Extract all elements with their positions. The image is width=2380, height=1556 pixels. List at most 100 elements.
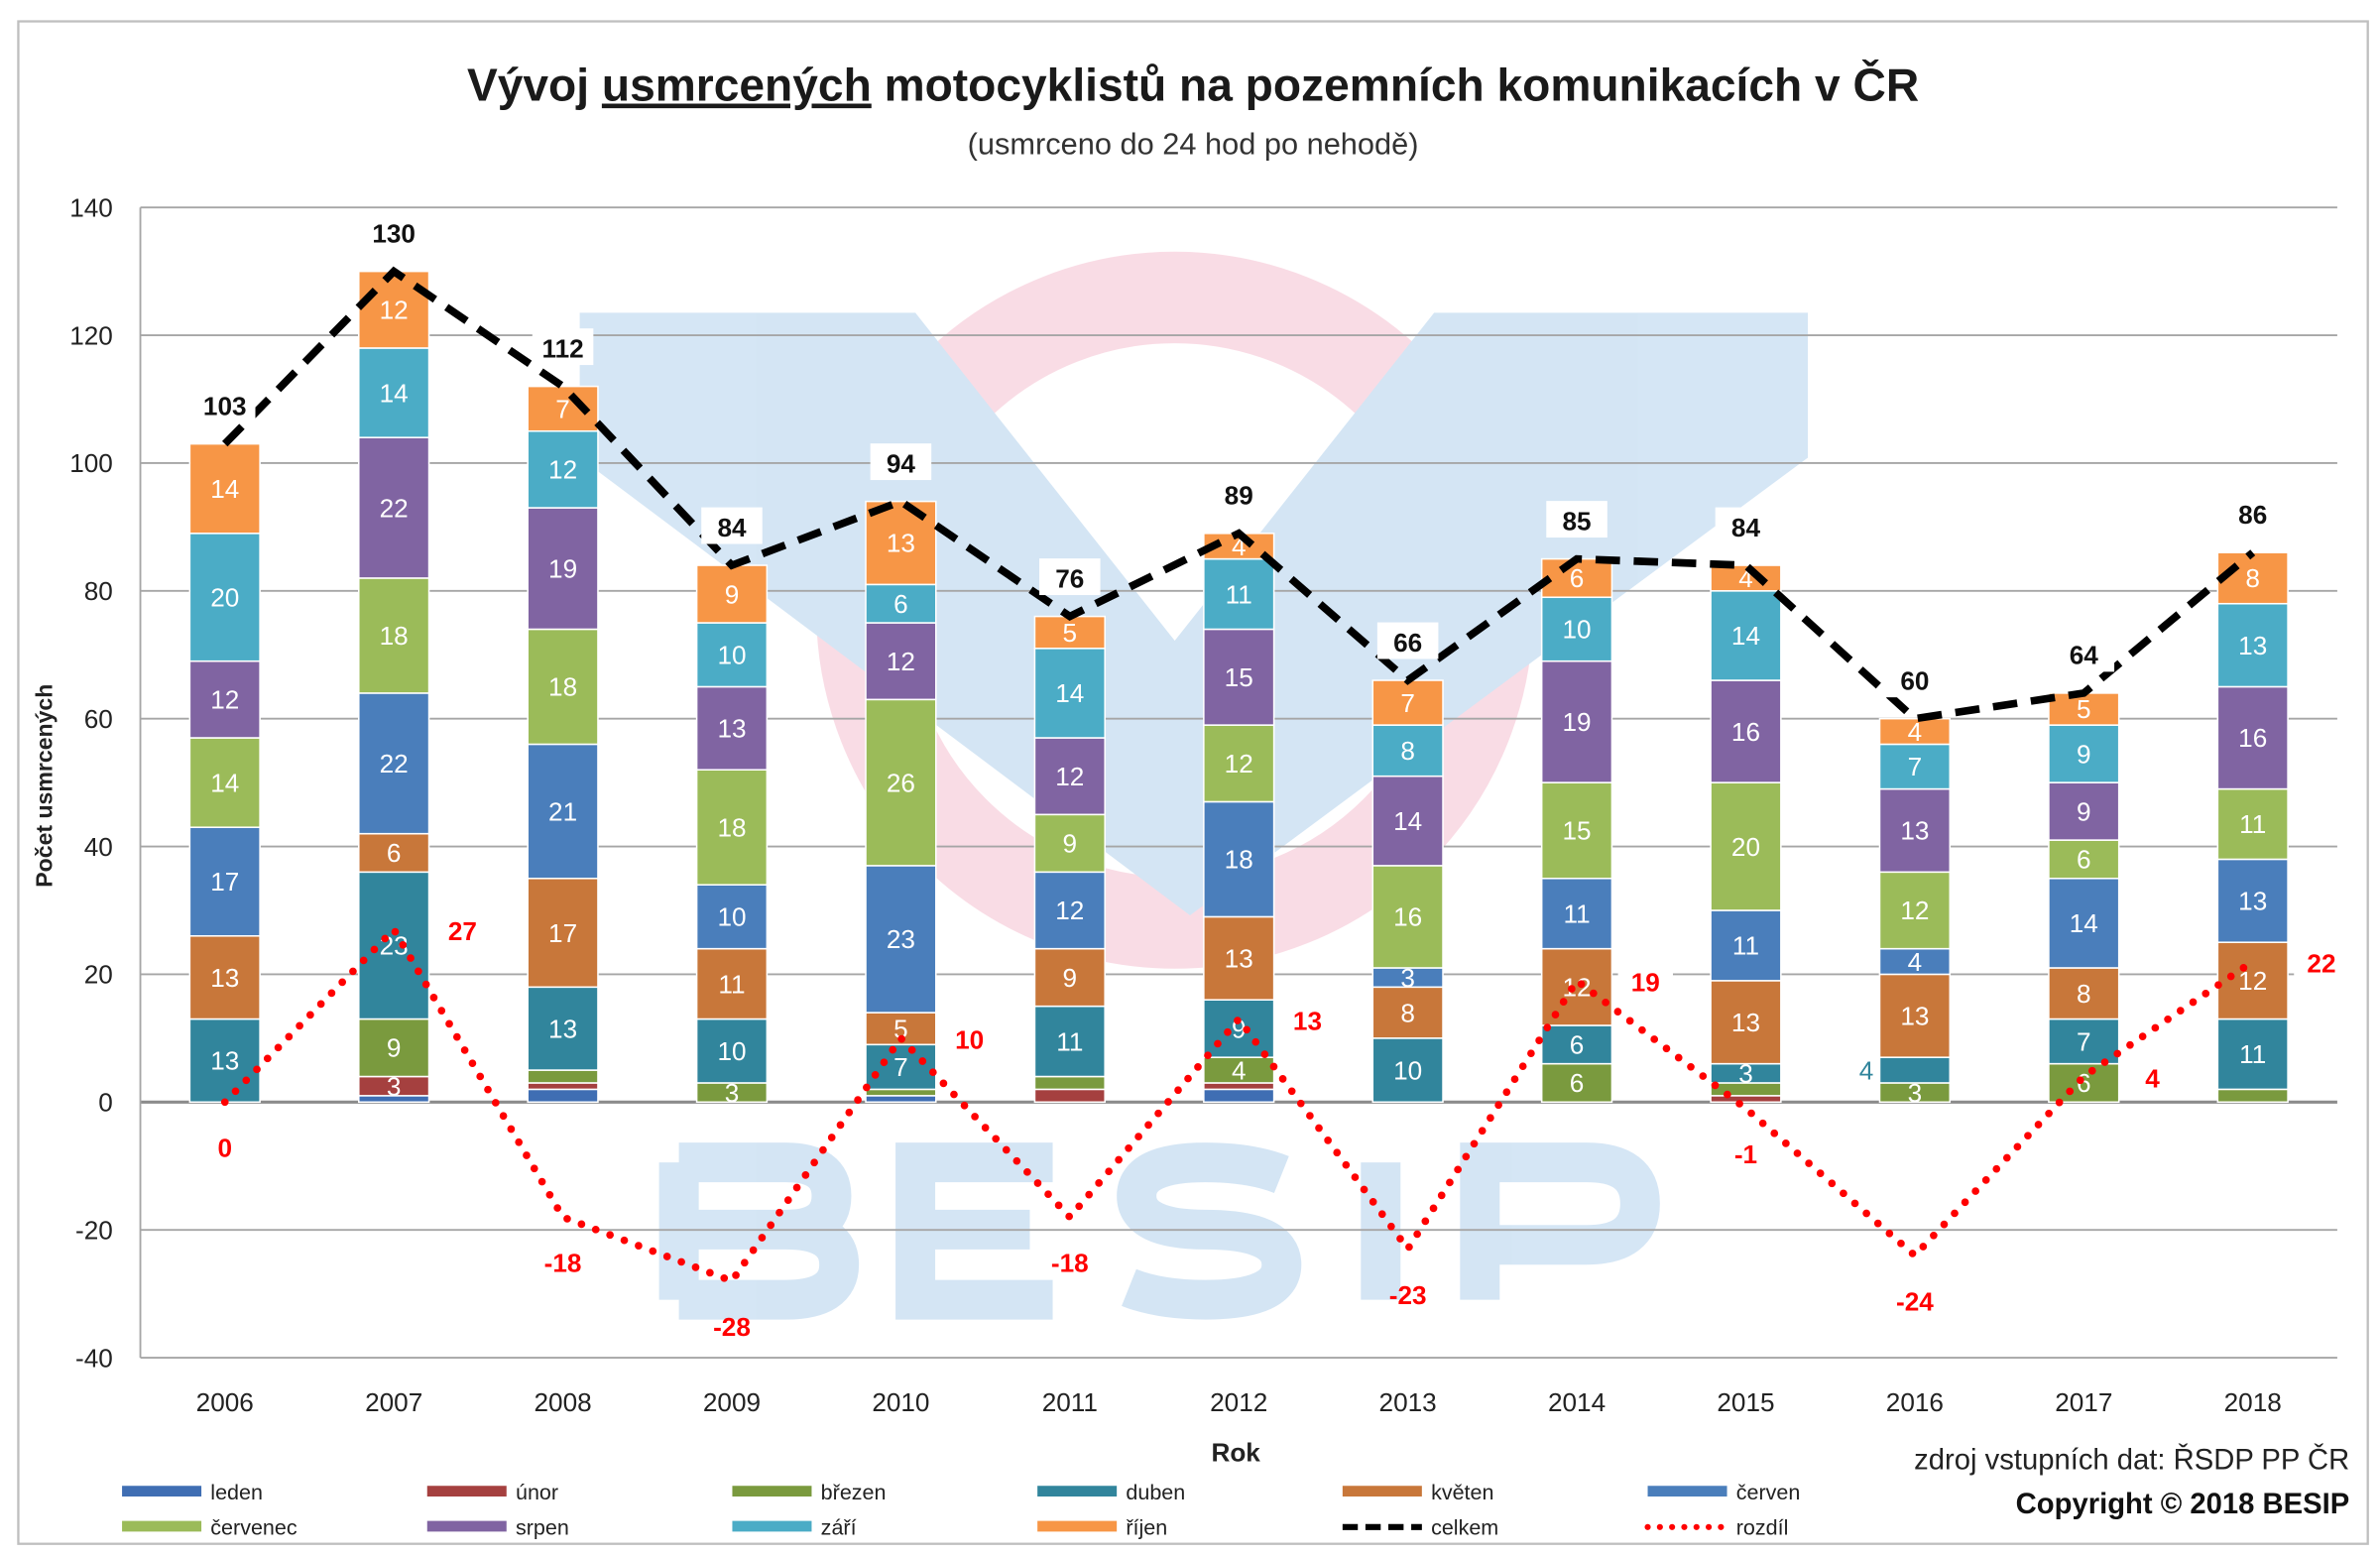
- bar-segment-label: 13: [2238, 887, 2267, 916]
- bar-segment-srpen: [695, 685, 769, 771]
- bar-segment-červenec: [527, 628, 599, 746]
- diff-label-bg: [1617, 959, 1673, 1003]
- bar-segment-label: 6: [387, 838, 402, 868]
- bar-segment-říjen: [188, 442, 261, 535]
- total-label: 89: [1225, 481, 1253, 511]
- total-label: 85: [1563, 506, 1592, 536]
- total-label: 94: [887, 448, 916, 478]
- bar-segment-únor: [1710, 1095, 1782, 1104]
- diff-label: 10: [955, 1025, 984, 1055]
- bar-segment-label: 7: [555, 394, 570, 423]
- legend-label: celkem: [1431, 1515, 1498, 1539]
- bar-segment-leden: [1203, 1088, 1275, 1104]
- bar-segment-září: [2216, 602, 2289, 688]
- legend: leden únor březen duben květen červen červenec…: [122, 1481, 1800, 1539]
- total-label: 103: [203, 391, 247, 420]
- bar-segment-květen: [1878, 973, 1952, 1058]
- bar-segment-leden: [527, 1088, 599, 1104]
- bar-segment-label: 10: [717, 902, 746, 932]
- bar-segment-label: 14: [210, 474, 239, 504]
- bar-segment-label: 8: [2245, 563, 2260, 593]
- y-axis-label: Počet usmrcených: [31, 684, 57, 888]
- diff-label-bg: [2124, 1054, 2181, 1099]
- total-label: 64: [2070, 641, 2099, 670]
- total-label: 76: [1055, 563, 1084, 593]
- bar-segment-říjen: [2216, 551, 2289, 605]
- legend-label: březen: [821, 1481, 887, 1504]
- bar-segment-label: 5: [1063, 618, 1078, 648]
- bar-segment-label: 4: [1908, 947, 1923, 977]
- bar-segment-červen: [1033, 871, 1106, 950]
- bar-segment-srpen: [527, 507, 599, 631]
- legend-swatch-únor: [426, 1486, 507, 1497]
- total-label-bg: [701, 507, 763, 544]
- bar-segment-label: 12: [548, 455, 577, 485]
- diff-label: 22: [2307, 948, 2335, 978]
- bar-segment-label: 4: [1859, 1055, 1874, 1085]
- total-label: 112: [541, 333, 583, 363]
- besip-watermark-letters: [658, 1142, 1660, 1320]
- bar-segment-červenec: [358, 577, 430, 694]
- bar-segment-label: 13: [1731, 1008, 1760, 1037]
- diff-label: 4: [2145, 1063, 2160, 1093]
- bar-segment-label: 5: [893, 1014, 908, 1043]
- bar-segment-červen: [1878, 947, 1952, 976]
- x-tick-label: 2012: [1210, 1387, 1267, 1417]
- bar-segment-label: 13: [1900, 1002, 1929, 1031]
- bar-segment-srpen: [1710, 679, 1782, 783]
- bar-segment-label: 13: [1900, 816, 1929, 846]
- bar-segment-label: 12: [1055, 896, 1084, 925]
- legend-swatch-leden: [122, 1486, 202, 1497]
- x-tick-label: 2010: [872, 1387, 929, 1417]
- diff-label: 13: [1293, 1006, 1322, 1035]
- diff-label: -28: [713, 1312, 751, 1342]
- bar-segment-duben: [2048, 1017, 2120, 1065]
- bar-segment-květen: [1203, 915, 1275, 1001]
- bar-segment-červen: [1540, 877, 1613, 950]
- bar-segment-label: 16: [1393, 902, 1422, 932]
- total-label: 86: [2238, 500, 2267, 530]
- y-tick-label: 80: [84, 576, 113, 606]
- bar-segment-label: 12: [1900, 896, 1929, 925]
- bar-segment-říjen: [1033, 615, 1106, 650]
- bar-segment-label: 18: [717, 812, 746, 842]
- y-tick-label: 0: [98, 1088, 113, 1118]
- chart-title: Vývoj usmrcených motocyklistů na pozemní…: [467, 60, 1919, 111]
- total-label-bg: [1884, 660, 1946, 698]
- bar-segment-březen: [1540, 1062, 1613, 1104]
- bar-segment-label: 18: [548, 672, 577, 702]
- bar-segment-label: 9: [2077, 796, 2091, 826]
- bar-segment-říjen: [1371, 679, 1444, 726]
- bar-segment-label: 6: [1570, 1068, 1585, 1098]
- bar-segment-label: 19: [1563, 707, 1592, 737]
- bar-segment-label: 13: [1225, 944, 1253, 974]
- bar-segment-label: 11: [1563, 898, 1590, 928]
- total-label: 84: [1731, 513, 1761, 542]
- bar-segment-říjen: [2048, 692, 2120, 726]
- diff-label-bg: [1279, 997, 1336, 1041]
- bar-segment-červenec: [695, 769, 769, 886]
- legend-swatch-říjen: [1037, 1520, 1118, 1532]
- legend-swatch-červen: [1647, 1486, 1727, 1497]
- diff-label: 19: [1631, 968, 1660, 998]
- bar-segment-label: 9: [1063, 829, 1078, 859]
- diff-label-bg: [2294, 939, 2349, 984]
- bar-segment-label: 19: [548, 553, 577, 583]
- legend-swatch-červenec: [122, 1520, 202, 1532]
- bar-segment-září: [695, 622, 769, 688]
- x-axis-label: Rok: [1211, 1438, 1260, 1468]
- bar-segment-září: [1033, 648, 1106, 739]
- bar-segment-label: 9: [2077, 739, 2091, 769]
- copyright-text: Copyright © 2018 BESIP: [2016, 1489, 2350, 1520]
- bar-segment-duben: [1371, 1037, 1444, 1104]
- bar-segment-label: 4: [1908, 717, 1923, 747]
- total-label-bg: [2053, 635, 2115, 672]
- bar-segment-label: 6: [2077, 1068, 2091, 1098]
- bar-segment-label: 4: [1232, 1055, 1247, 1085]
- bar-segment-label: 15: [1225, 662, 1253, 692]
- x-tick-label: 2016: [1886, 1387, 1944, 1417]
- diff-label: -1: [1734, 1139, 1757, 1169]
- bar-segment-srpen: [188, 659, 261, 739]
- bar-segment-červen: [1203, 800, 1275, 918]
- bar-segment-label: 10: [717, 1036, 746, 1066]
